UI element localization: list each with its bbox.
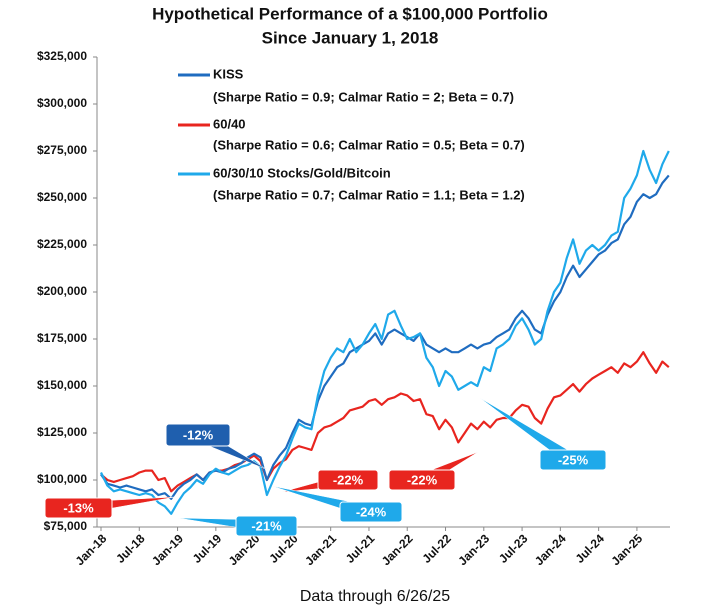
legend-label: KISS (213, 66, 244, 81)
y-tick-label: $75,000 (44, 519, 88, 533)
chart-title: Hypothetical Performance of a $100,000 P… (152, 4, 548, 23)
x-tick-label: Jul-22 (419, 531, 454, 566)
callout-label: -24% (356, 504, 387, 519)
x-tick-label: Jul-23 (496, 531, 531, 566)
callout-box (165, 423, 231, 447)
y-tick-label: $125,000 (37, 425, 87, 439)
callout-box (539, 449, 607, 471)
x-tick-label: Jan-24 (532, 531, 569, 568)
x-tick-label: Jan-19 (149, 531, 186, 568)
y-tick-label: $275,000 (37, 143, 87, 157)
legend-detail: (Sharpe Ratio = 0.9; Calmar Ratio = 2; B… (213, 89, 514, 104)
x-tick-label: Jan-22 (379, 531, 416, 568)
y-tick-label: $300,000 (37, 96, 87, 110)
callout-box (388, 469, 456, 491)
y-tick-label: $175,000 (37, 331, 87, 345)
callout-label: -13% (63, 500, 94, 515)
x-tick-label: Jul-19 (190, 531, 225, 566)
footnote: Data through 6/26/25 (300, 588, 450, 605)
x-tick-label: Jan-25 (608, 531, 645, 568)
callout-box (339, 501, 403, 523)
legend-label: 60/40 (213, 116, 246, 131)
y-tick-label: $100,000 (37, 472, 87, 486)
y-tick-label: $225,000 (37, 237, 87, 251)
y-tick-label: $325,000 (37, 49, 87, 63)
callout-label: -25% (558, 452, 589, 467)
x-tick-label: Jul-18 (113, 531, 148, 566)
series-line (100, 174, 670, 500)
series-line (100, 149, 670, 515)
y-tick-label: $250,000 (37, 190, 87, 204)
y-tick-label: $150,000 (37, 378, 87, 392)
callout-label: -21% (251, 518, 282, 533)
callout-box (317, 469, 379, 491)
callout-label: -22% (333, 472, 364, 487)
x-tick-label: Jan-20 (226, 531, 263, 568)
callout-box (235, 515, 298, 537)
legend-detail: (Sharpe Ratio = 0.7; Calmar Ratio = 1.1;… (213, 187, 525, 202)
callout-label: -22% (407, 472, 438, 487)
callout-label: -12% (183, 427, 214, 442)
callout-box (44, 497, 113, 519)
x-tick-label: Jul-21 (343, 531, 378, 566)
legend-detail: (Sharpe Ratio = 0.6; Calmar Ratio = 0.5;… (213, 137, 525, 152)
legend-label: 60/30/10 Stocks/Gold/Bitcoin (213, 165, 391, 180)
x-tick-label: Jan-18 (73, 531, 110, 568)
x-tick-label: Jan-23 (455, 531, 492, 568)
chart-subtitle: Since January 1, 2018 (262, 28, 439, 47)
y-tick-label: $200,000 (37, 284, 87, 298)
x-tick-label: Jul-24 (573, 531, 608, 566)
x-tick-label: Jan-21 (302, 531, 339, 568)
